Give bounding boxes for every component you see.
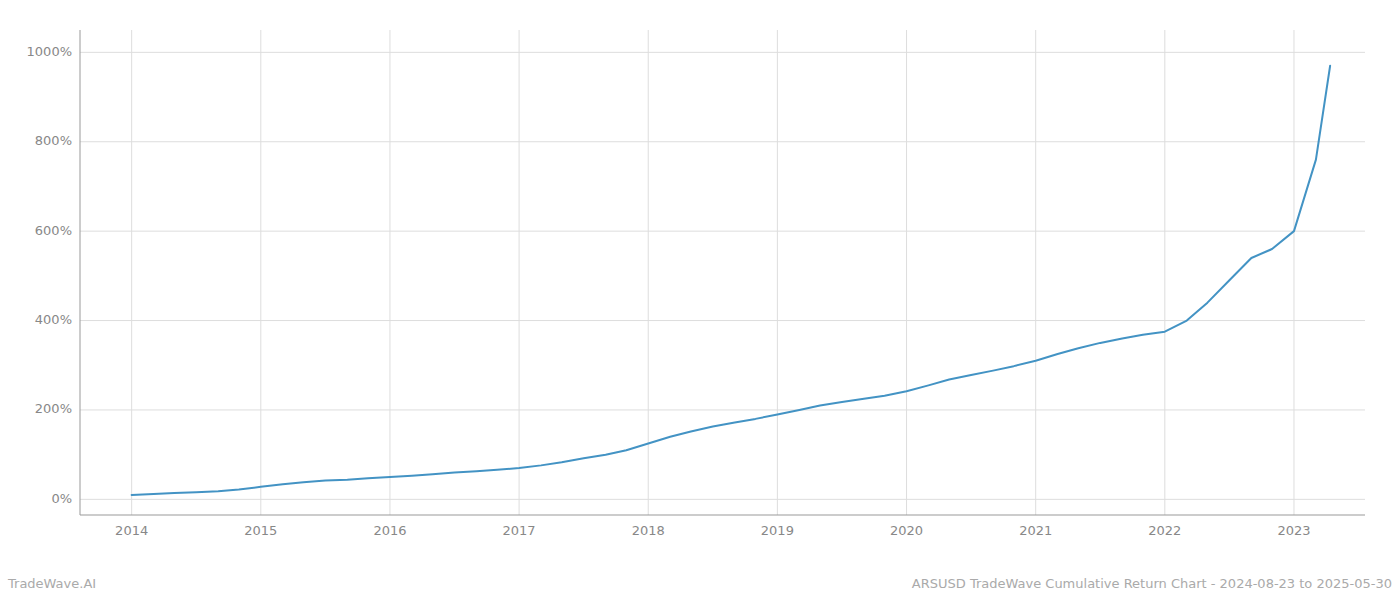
x-grid-line bbox=[906, 30, 907, 515]
x-grid-line bbox=[519, 30, 520, 515]
x-axis-line bbox=[80, 515, 1365, 516]
x-grid-line bbox=[777, 30, 778, 515]
y-axis-line bbox=[80, 30, 81, 515]
y-grid-line bbox=[80, 499, 1365, 500]
footer: TradeWave.AI ARSUSD TradeWave Cumulative … bbox=[7, 576, 1392, 591]
x-tick-label: 2018 bbox=[632, 523, 665, 538]
x-grid-line bbox=[1293, 30, 1294, 515]
y-grid-line bbox=[80, 141, 1365, 142]
title: ARSUSD TradeWave Cumulative Return Chart… bbox=[912, 576, 1392, 591]
x-tick-label: 2014 bbox=[115, 523, 148, 538]
x-tick-label: 2017 bbox=[503, 523, 536, 538]
y-tick-label: 400% bbox=[35, 312, 72, 327]
y-grid-line bbox=[80, 320, 1365, 321]
axes: 0% 200% 400% 600% 800% 1000% 2014 2015 2016 2017 2… bbox=[27, 30, 1365, 538]
grid bbox=[80, 30, 1365, 515]
y-grid-line bbox=[80, 52, 1365, 53]
x-tick-label: 2016 bbox=[373, 523, 406, 538]
x-tick-label: 2015 bbox=[244, 523, 277, 538]
x-grid-line bbox=[1035, 30, 1036, 515]
watermark: TradeWave.AI bbox=[7, 576, 96, 591]
data-line bbox=[132, 66, 1330, 495]
y-tick-label: 0% bbox=[51, 491, 72, 506]
plot-area bbox=[132, 66, 1330, 495]
chart: 0% 200% 400% 600% 800% 1000% 2014 2015 2016 2017 2… bbox=[0, 0, 1400, 600]
y-tick-label: 200% bbox=[35, 401, 72, 416]
x-tick-label: 2019 bbox=[761, 523, 794, 538]
x-tick-label: 2022 bbox=[1148, 523, 1181, 538]
x-grid-line bbox=[260, 30, 261, 515]
x-tick-label: 2020 bbox=[890, 523, 923, 538]
x-grid-line bbox=[131, 30, 132, 515]
x-tick-label: 2023 bbox=[1277, 523, 1310, 538]
x-grid-line bbox=[1164, 30, 1165, 515]
y-grid-line bbox=[80, 409, 1365, 410]
x-grid-line bbox=[648, 30, 649, 515]
y-tick-label: 800% bbox=[35, 133, 72, 148]
y-grid-line bbox=[80, 231, 1365, 232]
y-tick-label: 1000% bbox=[27, 44, 72, 59]
x-tick-label: 2021 bbox=[1019, 523, 1052, 538]
x-grid-line bbox=[389, 30, 390, 515]
y-tick-label: 600% bbox=[35, 223, 72, 238]
